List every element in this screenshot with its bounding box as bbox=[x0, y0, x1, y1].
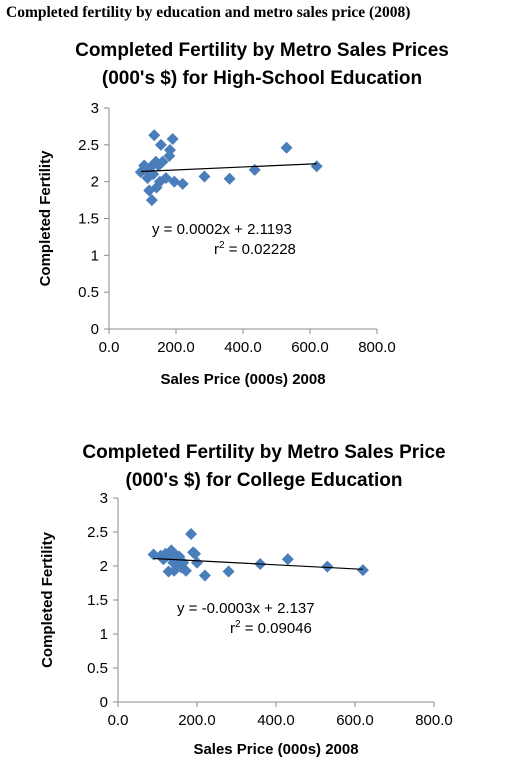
y-tick-label: 3 bbox=[100, 490, 108, 507]
x-tick-label: 200.0 bbox=[157, 339, 195, 356]
data-point bbox=[198, 170, 211, 183]
x-tick-label: 200.0 bbox=[178, 712, 216, 729]
data-point bbox=[159, 171, 172, 184]
chart-title-line: Completed Fertility by Metro Sales Price… bbox=[75, 40, 449, 61]
x-tick-label: 600.0 bbox=[291, 339, 329, 356]
x-tick-label: 800.0 bbox=[415, 712, 453, 729]
data-point bbox=[185, 528, 198, 541]
data-point bbox=[152, 159, 165, 172]
y-axis-title: Completed Fertility bbox=[39, 531, 56, 668]
data-point bbox=[198, 569, 211, 582]
y-tick-label: 0.5 bbox=[87, 660, 108, 677]
x-tick-label: 600.0 bbox=[336, 712, 374, 729]
data-point bbox=[156, 155, 169, 168]
data-point bbox=[280, 141, 293, 154]
data-point bbox=[356, 564, 369, 577]
r-squared-label: r2 = 0.02228 bbox=[214, 240, 296, 258]
data-point bbox=[168, 175, 181, 188]
page-title: Completed fertility by education and met… bbox=[6, 4, 411, 21]
data-point bbox=[248, 163, 261, 176]
data-point bbox=[321, 560, 334, 573]
data-point bbox=[154, 138, 167, 151]
trendline-equation: y = 0.0002x + 2.1193 bbox=[152, 221, 292, 238]
college-chart: Completed Fertility by Metro Sales Price… bbox=[0, 436, 512, 766]
data-point bbox=[176, 177, 189, 190]
data-point bbox=[166, 132, 179, 145]
data-point bbox=[223, 172, 236, 185]
y-tick-label: 2 bbox=[91, 174, 99, 191]
data-point bbox=[163, 143, 176, 156]
y-tick-label: 2.5 bbox=[78, 137, 99, 154]
x-axis-title: Sales Price (000s) 2008 bbox=[193, 741, 358, 758]
y-tick-label: 2.5 bbox=[87, 524, 108, 541]
trendline-equation: y = -0.0003x + 2.137 bbox=[177, 600, 315, 617]
data-point bbox=[189, 547, 202, 560]
y-tick-label: 1 bbox=[91, 247, 99, 264]
data-point bbox=[148, 129, 161, 142]
data-point bbox=[145, 194, 158, 207]
data-point bbox=[310, 160, 323, 173]
y-tick-label: 1.5 bbox=[78, 211, 99, 228]
chart-title-line: Completed Fertility by Metro Sales Price bbox=[82, 442, 445, 463]
chart-title-line: (000's $) for High-School Education bbox=[102, 68, 422, 89]
data-point bbox=[222, 565, 235, 578]
x-tick-label: 400.0 bbox=[224, 339, 262, 356]
trendline bbox=[140, 163, 317, 173]
y-tick-label: 1 bbox=[100, 626, 108, 643]
x-tick-label: 800.0 bbox=[358, 339, 396, 356]
y-tick-label: 2 bbox=[100, 558, 108, 575]
trendline bbox=[153, 557, 363, 570]
high-school-scatter-plot: Completed Fertility by Metro Sales Price… bbox=[37, 40, 449, 388]
y-tick-label: 0 bbox=[100, 694, 108, 711]
y-tick-label: 3 bbox=[91, 100, 99, 117]
y-tick-label: 1.5 bbox=[87, 592, 108, 609]
data-point bbox=[179, 564, 192, 577]
chart-title-line: (000's $) for College Education bbox=[126, 470, 403, 491]
x-axis-title: Sales Price (000s) 2008 bbox=[160, 371, 325, 388]
x-tick-label: 0.0 bbox=[108, 712, 129, 729]
y-axis-title: Completed Fertility bbox=[37, 150, 54, 287]
data-point bbox=[149, 155, 162, 168]
x-tick-label: 0.0 bbox=[99, 339, 120, 356]
high-school-chart: Completed Fertility by Metro Sales Price… bbox=[0, 34, 512, 404]
y-tick-label: 0.5 bbox=[78, 284, 99, 301]
y-tick-label: 0 bbox=[91, 321, 99, 338]
data-point bbox=[281, 553, 294, 566]
data-point bbox=[191, 556, 203, 569]
college-scatter-plot: Completed Fertility by Metro Sales Price… bbox=[39, 442, 453, 758]
r-squared-label: r2 = 0.09046 bbox=[230, 619, 312, 637]
x-tick-label: 400.0 bbox=[257, 712, 295, 729]
